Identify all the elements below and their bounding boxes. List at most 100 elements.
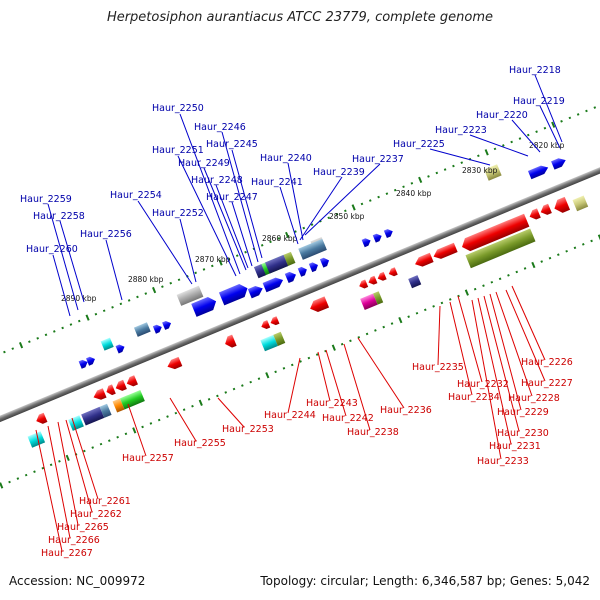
gene-feature[interactable] [162, 319, 172, 330]
gene-label-haur-2248[interactable]: Haur_2248 [191, 175, 243, 186]
gene-label-haur-2231[interactable]: Haur_2231 [489, 441, 541, 452]
gene-label-haur-2229[interactable]: Haur_2229 [497, 407, 549, 418]
gene-feature[interactable] [191, 295, 219, 317]
gene-label-haur-2258[interactable]: Haur_2258 [33, 211, 85, 222]
gene-feature[interactable] [223, 334, 237, 350]
gene-feature[interactable] [484, 164, 502, 181]
gene-label-haur-2249[interactable]: Haur_2249 [178, 158, 230, 169]
gene-feature[interactable] [100, 337, 114, 351]
gene-feature[interactable] [119, 389, 145, 410]
gene-feature[interactable] [273, 331, 286, 346]
gene-feature[interactable] [247, 284, 265, 299]
gene-label-haur-2256[interactable]: Haur_2256 [80, 229, 132, 240]
gene-label-haur-2235[interactable]: Haur_2235 [412, 362, 464, 373]
gene-label-haur-2251[interactable]: Haur_2251 [152, 145, 204, 156]
gene-feature[interactable] [125, 375, 138, 388]
gene-label-haur-2241[interactable]: Haur_2241 [251, 177, 303, 188]
gene-label-haur-2239[interactable]: Haur_2239 [313, 167, 365, 178]
gene-label-haur-2265[interactable]: Haur_2265 [57, 522, 109, 533]
gene-feature[interactable] [528, 208, 541, 221]
gene-feature[interactable] [551, 156, 567, 170]
gene-feature[interactable] [68, 415, 84, 431]
gene-label-haur-2228[interactable]: Haur_2228 [508, 393, 560, 404]
gene-feature[interactable] [265, 254, 289, 274]
gene-feature[interactable] [81, 406, 105, 426]
gene-feature[interactable] [99, 403, 112, 418]
gene-label-haur-2225[interactable]: Haur_2225 [393, 139, 445, 150]
gene-label-haur-2219[interactable]: Haur_2219 [513, 96, 565, 107]
gene-feature[interactable] [218, 282, 250, 306]
gene-feature[interactable] [572, 195, 589, 212]
gene-label-haur-2240[interactable]: Haur_2240 [260, 153, 312, 164]
gene-label-haur-2254[interactable]: Haur_2254 [110, 190, 162, 201]
gene-feature[interactable] [34, 412, 48, 426]
gene-label-haur-2237[interactable]: Haur_2237 [352, 154, 404, 165]
gene-feature[interactable] [92, 388, 107, 402]
gene-feature[interactable] [152, 323, 163, 334]
gene-feature[interactable] [253, 264, 266, 279]
gene-feature[interactable] [372, 232, 383, 243]
gene-feature[interactable] [298, 238, 327, 260]
gene-feature[interactable] [283, 251, 296, 266]
gene-feature[interactable] [27, 431, 46, 448]
gene-feature[interactable] [367, 275, 378, 286]
gene-label-haur-2257[interactable]: Haur_2257 [122, 453, 174, 464]
gene-feature[interactable] [552, 196, 571, 215]
gene-label-haur-2223[interactable]: Haur_2223 [435, 125, 487, 136]
gene-feature[interactable] [358, 279, 369, 290]
gene-feature[interactable] [260, 334, 278, 352]
gene-label-haur-2226[interactable]: Haur_2226 [521, 357, 573, 368]
gene-feature[interactable] [262, 275, 285, 293]
gene-label-haur-2227[interactable]: Haur_2227 [521, 378, 573, 389]
gene-label-haur-2252[interactable]: Haur_2252 [152, 208, 204, 219]
gene-label-haur-2233[interactable]: Haur_2233 [477, 456, 529, 467]
gene-feature[interactable] [361, 237, 372, 248]
gene-feature[interactable] [432, 242, 458, 261]
gene-feature[interactable] [319, 256, 331, 268]
gene-feature[interactable] [308, 261, 320, 273]
gene-feature[interactable] [114, 379, 127, 393]
gene-label-haur-2243[interactable]: Haur_2243 [306, 398, 358, 409]
gene-label-haur-2236[interactable]: Haur_2236 [380, 405, 432, 416]
gene-label-haur-2260[interactable]: Haur_2260 [26, 244, 78, 255]
gene-feature[interactable] [465, 228, 536, 269]
gene-label-haur-2244[interactable]: Haur_2244 [264, 410, 316, 421]
gene-label-haur-2218[interactable]: Haur_2218 [509, 65, 561, 76]
gene-feature[interactable] [260, 320, 271, 330]
gene-label-haur-2247[interactable]: Haur_2247 [206, 192, 258, 203]
gene-label-haur-2246[interactable]: Haur_2246 [194, 122, 246, 133]
gene-feature[interactable] [112, 398, 125, 413]
gene-label-haur-2261[interactable]: Haur_2261 [79, 496, 131, 507]
gene-feature[interactable] [115, 343, 126, 354]
gene-feature[interactable] [86, 355, 96, 366]
gene-feature[interactable] [373, 291, 384, 305]
gene-feature[interactable] [408, 275, 422, 289]
gene-feature[interactable] [387, 267, 398, 277]
gene-feature[interactable] [383, 228, 394, 239]
gene-label-haur-2255[interactable]: Haur_2255 [174, 438, 226, 449]
gene-feature[interactable] [308, 296, 330, 314]
gene-label-haur-2245[interactable]: Haur_2245 [206, 139, 258, 150]
gene-feature[interactable] [133, 322, 151, 337]
gene-feature[interactable] [284, 270, 298, 284]
gene-label-haur-2253[interactable]: Haur_2253 [222, 424, 274, 435]
gene-label-haur-2234[interactable]: Haur_2234 [448, 392, 500, 403]
gene-feature[interactable] [297, 265, 309, 277]
gene-label-haur-2232[interactable]: Haur_2232 [457, 379, 509, 390]
gene-feature[interactable] [527, 163, 550, 180]
gene-label-haur-2266[interactable]: Haur_2266 [48, 535, 100, 546]
gene-label-haur-2259[interactable]: Haur_2259 [20, 194, 72, 205]
gene-label-haur-2250[interactable]: Haur_2250 [152, 103, 204, 114]
gene-feature[interactable] [539, 203, 552, 217]
gene-label-haur-2238[interactable]: Haur_2238 [347, 427, 399, 438]
gene-label-haur-2267[interactable]: Haur_2267 [41, 548, 93, 559]
gene-feature[interactable] [78, 358, 89, 369]
gene-label-haur-2242[interactable]: Haur_2242 [322, 413, 374, 424]
gene-label-haur-2230[interactable]: Haur_2230 [497, 428, 549, 439]
gene-feature[interactable] [413, 252, 434, 269]
gene-feature[interactable] [360, 293, 378, 310]
gene-label-haur-2262[interactable]: Haur_2262 [70, 509, 122, 520]
gene-feature[interactable] [376, 271, 387, 282]
gene-feature[interactable] [459, 213, 530, 254]
gene-feature[interactable] [105, 384, 116, 396]
